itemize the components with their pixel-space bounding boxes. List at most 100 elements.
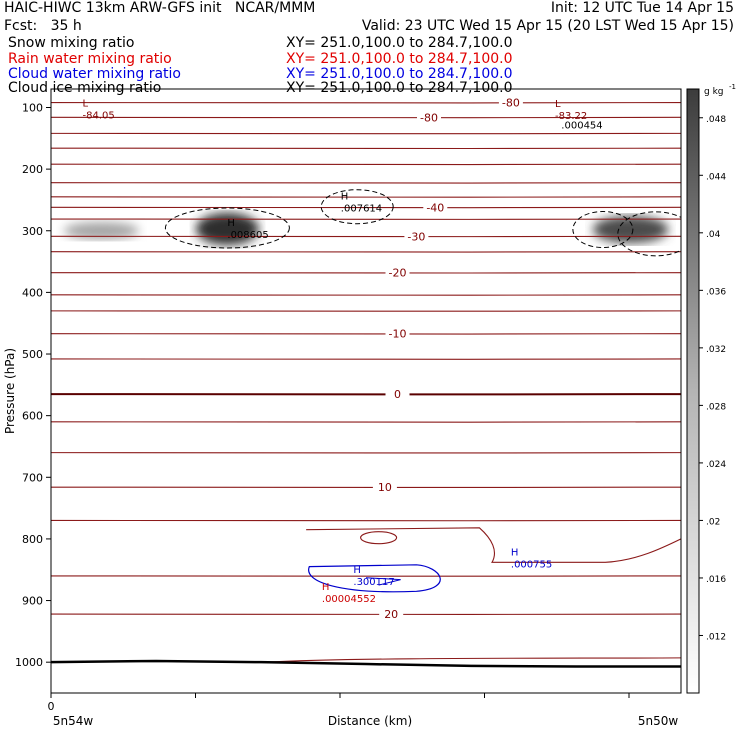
temp-label-bg-8 (379, 608, 404, 621)
extremum-value: .300117 (353, 577, 394, 588)
extremum-value: .000755 (511, 560, 552, 571)
x-left-location: 5n54w (53, 714, 94, 728)
temp-label-bg-2 (423, 201, 448, 214)
extremum-mark: H (353, 565, 361, 576)
temp-label: -10 (389, 328, 407, 341)
cloud-ice-contour-1 (320, 189, 394, 225)
isotherm-19 (51, 486, 681, 489)
y-tick-label: 900 (22, 595, 43, 608)
isotherm-11 (51, 271, 681, 274)
temp-label: -20 (389, 267, 407, 280)
y-tick-label: 500 (22, 348, 43, 361)
temp-label: 10 (378, 481, 392, 494)
temp-label: 0 (394, 388, 401, 401)
field-xy-rain: XY= 251.0,100.0 to 284.7,100.0 (286, 51, 513, 67)
isotherm-4 (51, 163, 681, 166)
extremum-value: .008605 (227, 230, 268, 241)
y-tick-label: 1000 (15, 656, 43, 669)
contour-labels: -80-80-40-30-20-1001020L-84.05L-83.22.00… (83, 96, 603, 621)
temp-label-bg-3 (404, 230, 429, 243)
colorbar-unit-exponent: -1 (729, 83, 736, 91)
isotherm-5 (51, 181, 681, 184)
isotherm-14 (51, 332, 681, 335)
snow-blob-2 (592, 215, 669, 244)
temp-label: -30 (407, 230, 425, 243)
temp-label: -80 (502, 97, 520, 110)
isotherm-17 (51, 420, 681, 423)
colorbar: .012 .016 .02 .024 .028 .032 .036 .04 .044 .048 g… (686, 83, 736, 694)
extremum-value: .007614 (341, 203, 382, 214)
isotherm-10 (51, 250, 681, 253)
isotherm-0 (51, 101, 681, 104)
extremum-mark: H (322, 582, 330, 593)
header-forecast-hour: Fcst: 35 h (4, 18, 82, 34)
extremum-value: .000454 (561, 120, 602, 131)
extremum-value: -83.22 (555, 111, 587, 122)
colorbar-tick-label: .044 (706, 172, 726, 182)
x-right-location: 5n50w (638, 714, 679, 728)
temp-label: -80 (420, 111, 438, 124)
colorbar-ramp (686, 88, 700, 694)
extremum-mark: L (555, 99, 561, 110)
y-tick-label: 800 (22, 533, 43, 546)
temp-label-bg-4 (385, 266, 410, 279)
isotherm-low (265, 657, 681, 663)
isotherm-2 (51, 132, 681, 135)
isotherm-7 (51, 206, 681, 209)
header-valid-time: Valid: 23 UTC Wed 15 Apr 15 (20 LST Wed … (361, 18, 734, 34)
isotherm-18 (51, 451, 681, 454)
temp-label-bg-7 (372, 481, 397, 494)
colorbar-tick-label: .016 (706, 575, 726, 585)
y-tick-label: 100 (22, 101, 43, 114)
isotherm-closed (360, 531, 398, 545)
colorbar-tick-label: .04 (706, 230, 721, 240)
y-tick-label: 600 (22, 410, 43, 423)
extremum-mark: H (341, 191, 349, 202)
header-title: HAIC-HIWC 13km ARW-GFS init NCAR/MMM (4, 0, 316, 16)
cloud-water-contour (308, 564, 441, 593)
field-label-rain: Rain water mixing ratio (8, 51, 172, 67)
extremum-value: -84.05 (83, 110, 115, 121)
snow-blob-0 (63, 222, 140, 240)
plot-area (51, 101, 681, 668)
isotherm-13 (51, 309, 681, 312)
isotherm-16 (51, 392, 681, 396)
colorbar-tick-label: .02 (706, 517, 720, 527)
isotherm-1 (51, 116, 681, 119)
colorbar-tick-label: .024 (706, 460, 726, 470)
x-start-tick-label: 0 (48, 700, 55, 713)
cloud-water-inner (365, 577, 401, 586)
temp-label-bg-1 (417, 111, 441, 124)
cloud-ice-contour-2 (572, 211, 634, 249)
isotherm-9 (51, 235, 681, 238)
colorbar-tick-label: .028 (706, 402, 726, 412)
extremum-mark: H (511, 548, 519, 559)
isotherm-8 (51, 218, 681, 221)
extremum-mark: H (227, 218, 235, 229)
temp-label-bg-0 (498, 96, 523, 109)
temp-label: 20 (384, 608, 398, 621)
y-tick-label: 300 (22, 225, 43, 238)
isotherm-12 (51, 293, 681, 296)
header-init-time: Init: 12 UTC Tue 14 Apr 15 (550, 0, 734, 16)
temp-label: -40 (426, 201, 444, 214)
colorbar-tick-label: .036 (706, 287, 726, 297)
extremum-value: .00004552 (322, 594, 376, 605)
temp-label-bg-5 (385, 327, 410, 340)
field-label-snow: Snow mixing ratio (8, 35, 135, 51)
colorbar-tick-label: .048 (706, 115, 726, 125)
isotherm-15 (51, 357, 681, 360)
temp-label-bg-6 (385, 388, 410, 401)
y-tick-label: 400 (22, 286, 43, 299)
plot-frame (50, 88, 682, 694)
field-label-cloud-ice: Cloud ice mixing ratio (8, 80, 162, 96)
isotherm-22 (51, 613, 681, 616)
terrain-line (51, 659, 681, 668)
x-axis-label: Distance (km) (328, 714, 412, 728)
field-xy-cloud-ice: XY= 251.0,100.0 to 284.7,100.0 (286, 80, 513, 96)
colorbar-tick-label: .032 (706, 345, 726, 355)
extremum-mark: L (83, 98, 89, 109)
field-label-cloud-water: Cloud water mixing ratio (8, 66, 181, 82)
colorbar-unit: g kg (704, 87, 724, 97)
